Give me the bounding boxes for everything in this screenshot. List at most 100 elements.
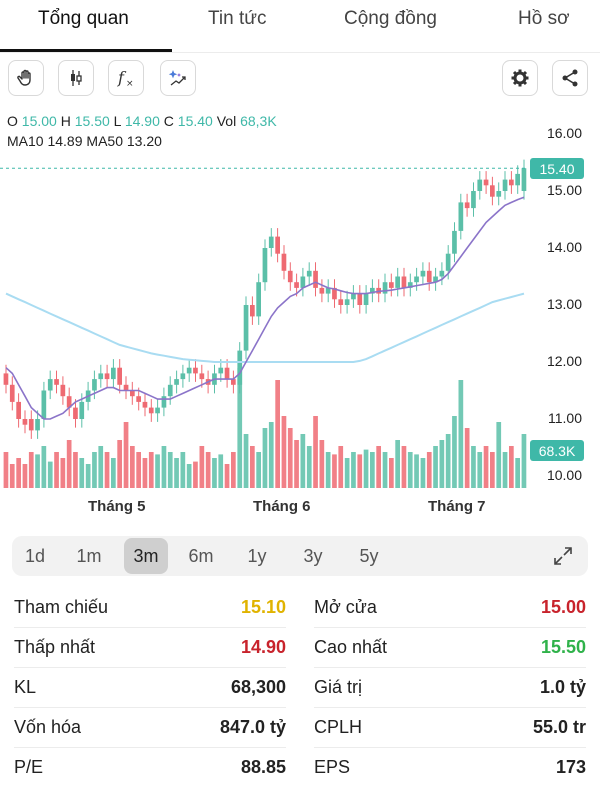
volume-bar <box>357 454 363 488</box>
indicators-button[interactable]: f × <box>108 60 144 96</box>
y-tick-label: 16.00 <box>546 125 582 141</box>
candle-body <box>389 282 394 288</box>
volume-bar <box>92 452 97 488</box>
volume-bar <box>370 452 375 488</box>
volume-bar <box>60 458 66 488</box>
divider <box>14 667 286 668</box>
tab-profile[interactable]: Hồ sơ <box>518 8 570 29</box>
stat-label: Thấp nhất <box>14 637 96 657</box>
ai-sparkle-icon <box>168 70 186 86</box>
candle-body <box>237 350 243 385</box>
candle-body <box>382 282 388 294</box>
period-1d[interactable]: 1d <box>24 546 46 566</box>
volume-bar <box>193 461 198 488</box>
share-button[interactable] <box>552 60 588 96</box>
share-icon <box>562 69 578 87</box>
volume-bar <box>502 452 508 488</box>
volume-bar <box>496 422 502 488</box>
volume-bar <box>521 434 527 488</box>
volume-bar <box>281 416 287 488</box>
period-1y[interactable]: 1y <box>247 546 267 566</box>
volume-bar <box>167 452 173 488</box>
volume-bar <box>180 452 186 488</box>
volume-bar <box>130 446 135 488</box>
volume-bar <box>376 446 381 488</box>
candle-body <box>130 390 135 397</box>
volume-bar <box>275 380 280 488</box>
candle-body <box>414 276 419 283</box>
tab-overview[interactable]: Tổng quan <box>38 8 129 29</box>
candle-body <box>117 367 122 385</box>
hand-tool-button[interactable] <box>8 60 44 96</box>
tab-community[interactable]: Cộng đồng <box>344 8 437 29</box>
volume-bar <box>9 464 15 488</box>
settings-button[interactable] <box>502 60 538 96</box>
period-1m[interactable]: 1m <box>76 546 102 566</box>
candle-body <box>294 282 299 288</box>
candle-body <box>370 287 375 294</box>
period-3m[interactable]: 3m <box>124 538 168 574</box>
candle-body <box>344 299 350 305</box>
expand-icon[interactable] <box>552 545 574 567</box>
volume-bar <box>16 458 21 488</box>
volume-bar <box>85 464 91 488</box>
candle-body <box>104 373 110 380</box>
stat-value: 173 <box>555 757 586 777</box>
x-tick-label: Tháng 5 <box>88 498 146 515</box>
candle-body <box>35 419 40 431</box>
candle-body <box>300 276 306 288</box>
candle-body <box>41 390 47 419</box>
y-tick-label: 14.00 <box>546 239 582 255</box>
volume-bar <box>256 452 261 488</box>
volume-bar <box>313 416 318 488</box>
candle-body <box>357 293 363 305</box>
stat-label: Giá trị <box>314 677 363 697</box>
x-tick-label: Tháng 7 <box>428 498 486 515</box>
stat-label: Tham chiếu <box>14 597 109 617</box>
volume-bar <box>344 458 350 488</box>
top-tab-bar: Tổng quan Tin tức Cộng đồng Hồ sơ <box>0 0 600 53</box>
ai-analysis-button[interactable] <box>160 60 196 96</box>
candle-body <box>268 236 274 248</box>
volume-tag: 68.3K <box>530 440 584 461</box>
candle-body <box>111 367 116 380</box>
volume-bar <box>262 428 268 488</box>
tab-news[interactable]: Tin tức <box>208 8 267 29</box>
candle-body <box>477 179 483 191</box>
candle-body <box>401 276 407 288</box>
gear-icon <box>511 69 529 87</box>
divider <box>314 707 586 708</box>
divider <box>14 747 286 748</box>
volume-bar <box>66 440 72 488</box>
candle-body <box>73 407 78 419</box>
y-tick-label: 13.00 <box>546 296 582 312</box>
candle-body <box>167 384 173 397</box>
volume-bar <box>287 428 293 488</box>
candle-body <box>325 287 331 294</box>
y-tick-label: 10.00 <box>546 467 582 483</box>
candle-body <box>287 270 293 283</box>
chart-type-button[interactable] <box>58 60 94 96</box>
volume-bar <box>212 458 217 488</box>
period-5y[interactable]: 5y <box>359 546 379 566</box>
candle-body <box>306 270 312 277</box>
volume-bar <box>47 461 53 488</box>
candle-body <box>243 305 249 351</box>
y-tick-label: 11.00 <box>548 410 582 426</box>
candle-body <box>161 396 167 408</box>
period-3y[interactable]: 3y <box>303 546 323 566</box>
candle-body <box>3 373 9 385</box>
stat-label: Cao nhất <box>314 637 388 657</box>
candle-body <box>445 253 451 271</box>
candle-body <box>515 173 520 186</box>
price-chart[interactable] <box>0 120 600 500</box>
candle-body <box>490 185 495 197</box>
volume-bar <box>490 452 495 488</box>
candle-body <box>193 367 198 374</box>
candle-body <box>250 305 255 317</box>
period-6m[interactable]: 6m <box>188 546 214 566</box>
volume-bar <box>332 454 337 488</box>
divider <box>14 627 286 628</box>
volume-bar <box>509 446 514 488</box>
volume-bar <box>161 446 167 488</box>
